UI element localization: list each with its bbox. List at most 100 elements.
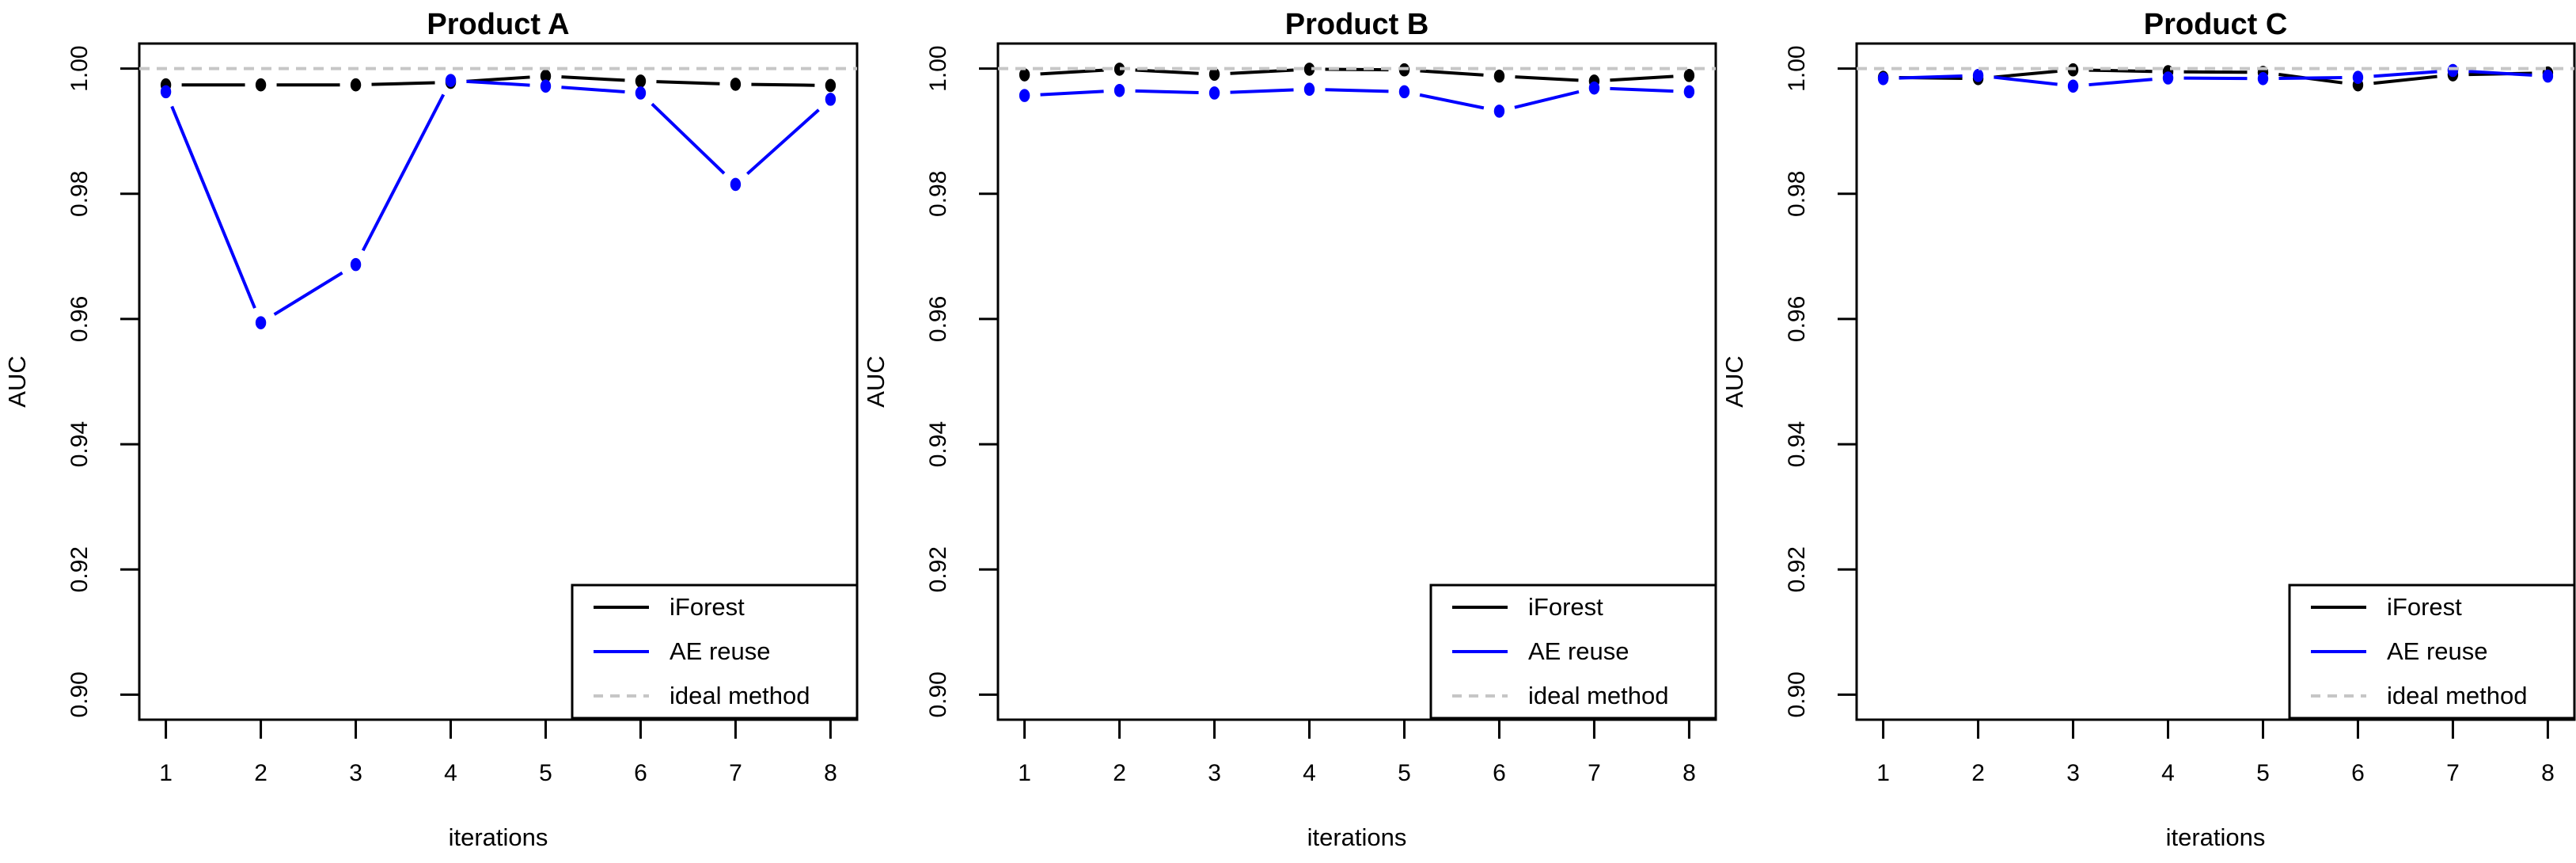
series-segment	[361, 93, 446, 252]
x-tick-label: 3	[349, 760, 362, 786]
data-point	[255, 78, 267, 92]
series-segment	[2088, 78, 2153, 87]
legend-label: ideal method	[670, 682, 810, 709]
y-tick-label: 0.94	[1784, 421, 1810, 467]
x-tick-label: 5	[2256, 760, 2270, 786]
data-point	[1019, 89, 1030, 102]
series-segment	[466, 79, 530, 87]
series-segment	[1610, 74, 1674, 82]
series-segment	[1610, 86, 1674, 93]
x-tick-label: 3	[2066, 760, 2080, 786]
panel-title: Product B	[1285, 8, 1429, 41]
data-point	[540, 79, 552, 93]
y-tick-label: 0.96	[66, 296, 93, 342]
data-point	[730, 78, 742, 91]
y-tick-label: 1.00	[66, 45, 93, 91]
x-tick-label: 1	[1876, 760, 1890, 786]
panel-product-b: Product B 1.00 0.98 0.96 0.94 0.92 0.90 1 2 3 4 5 6 7…	[859, 0, 1717, 863]
product-b-chart: Product B 1.00 0.98 0.96 0.94 0.92 0.90 1 2 3 4 5 6 7…	[862, 8, 1717, 851]
panel-product-c: Product C 1.00 0.98 0.96 0.94 0.92 0.90 1 2 3 4 5 6 7…	[1717, 0, 2576, 863]
x-tick-label: 4	[1303, 760, 1316, 786]
data-point	[1877, 71, 1889, 86]
series-segment	[170, 105, 256, 309]
data-point	[2352, 70, 2364, 84]
panel-title: Product C	[2144, 8, 2288, 41]
data-point	[2257, 71, 2269, 86]
legend-label: AE reuse	[2387, 637, 2488, 665]
series-segment	[2468, 70, 2532, 77]
series-segment	[1994, 75, 2058, 86]
series-segment	[1420, 69, 1484, 77]
data-point	[2447, 63, 2459, 78]
data-point	[2162, 71, 2174, 85]
y-tick-label: 0.94	[925, 421, 951, 467]
data-point	[1398, 85, 1410, 99]
series-segment	[2183, 76, 2248, 81]
data-point	[825, 78, 837, 93]
x-tick-label: 6	[634, 760, 647, 786]
plot-box	[996, 42, 1717, 721]
legend-label: AE reuse	[670, 637, 771, 665]
legend-label: iForest	[2387, 593, 2462, 621]
x-tick-label: 5	[1398, 760, 1411, 786]
x-tick-label: 2	[1971, 760, 1985, 786]
x-axis-title: iterations	[1307, 823, 1407, 851]
x-tick-label: 1	[159, 760, 173, 786]
data-point	[1113, 84, 1125, 97]
series-segment	[1419, 93, 1485, 110]
product-c-chart: Product C 1.00 0.98 0.96 0.94 0.92 0.90 1 2 3 4 5 6 7…	[1720, 8, 2576, 851]
x-tick-label: 7	[2446, 760, 2460, 786]
y-axis-title: AUC	[1720, 355, 1748, 407]
x-axis-title: iterations	[2166, 823, 2266, 851]
data-point	[255, 316, 267, 329]
product-a-chart: Product A 1.00 0.98 0.96 0.94 0.92 0.90 1 2 3 4 5 6 7…	[3, 8, 859, 851]
data-point	[2067, 79, 2079, 93]
series-segment	[1325, 88, 1389, 93]
data-point	[1683, 69, 1695, 82]
x-tick-label: 2	[254, 760, 267, 786]
legend-label: AE reuse	[1528, 637, 1629, 665]
x-tick-label: 8	[2541, 760, 2555, 786]
y-tick-label: 0.90	[1784, 671, 1810, 717]
x-tick-label: 6	[1493, 760, 1506, 786]
data-point	[1303, 63, 1315, 76]
y-tick-label: 0.92	[925, 546, 951, 592]
data-point	[1113, 63, 1125, 76]
series-segment	[2183, 70, 2248, 74]
y-tick-label: 0.96	[925, 296, 951, 342]
data-point	[1208, 86, 1220, 100]
x-tick-label: 6	[2351, 760, 2365, 786]
series-segment	[745, 108, 820, 176]
data-point	[445, 74, 457, 87]
y-axis-title: AUC	[862, 355, 890, 407]
series-segment	[1994, 70, 2058, 79]
y-tick-label: 0.90	[66, 671, 93, 717]
data-point	[350, 78, 362, 92]
data-point	[160, 85, 172, 99]
series-segment	[561, 75, 625, 82]
y-axis-title: AUC	[3, 355, 31, 407]
x-tick-label: 4	[2161, 760, 2175, 786]
x-tick-label: 5	[539, 760, 552, 786]
series-segment	[1040, 89, 1104, 97]
data-point	[540, 69, 552, 83]
y-tick-label: 0.92	[1784, 546, 1810, 592]
x-tick-label: 3	[1208, 760, 1221, 786]
data-point	[1303, 82, 1315, 97]
legend-label: ideal method	[2387, 682, 2528, 709]
plot-box	[1855, 42, 2576, 721]
x-axis-title: iterations	[449, 823, 548, 851]
data-point	[1588, 81, 1600, 95]
series-segment	[2373, 70, 2438, 78]
x-tick-label: 4	[444, 760, 457, 786]
series-segment	[1230, 88, 1294, 94]
data-point	[1019, 68, 1030, 82]
panel-title: Product A	[427, 8, 569, 41]
y-tick-label: 0.96	[1784, 296, 1810, 342]
plot-box	[138, 42, 859, 721]
legend-label: ideal method	[1528, 682, 1669, 709]
series-segment	[273, 271, 343, 316]
x-tick-label: 7	[729, 760, 742, 786]
series-segment	[561, 86, 625, 94]
